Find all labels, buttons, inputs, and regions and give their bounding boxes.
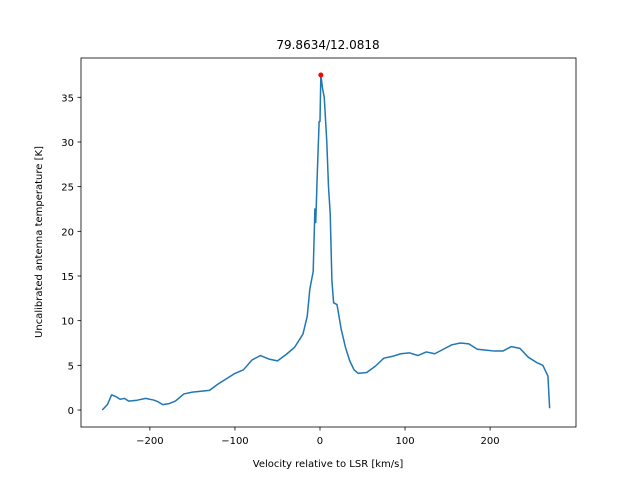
y-tick-label: 20 [61, 227, 74, 238]
plot-frame [80, 57, 577, 428]
x-tick-label: −100 [221, 436, 248, 447]
y-tick-label: 0 [68, 406, 74, 417]
x-tick-label: 100 [395, 436, 414, 447]
x-tick-label: 200 [481, 436, 500, 447]
chart-title: 79.8634/12.0818 [276, 38, 379, 52]
data-line [101, 74, 551, 411]
peak-marker [318, 72, 324, 78]
y-tick-label: 25 [61, 183, 74, 194]
x-tick-label: 0 [317, 436, 323, 447]
y-tick-label: 10 [61, 317, 74, 328]
y-tick-label: 15 [61, 272, 74, 283]
y-axis-label: Uncalibrated antenna temperature [K] [34, 146, 45, 338]
y-tick-label: 35 [61, 93, 74, 104]
x-axis-label: Velocity relative to LSR [km/s] [253, 459, 404, 470]
y-tick-label: 30 [61, 138, 74, 149]
x-tick-label: −200 [136, 436, 163, 447]
y-tick-label: 5 [68, 361, 74, 372]
